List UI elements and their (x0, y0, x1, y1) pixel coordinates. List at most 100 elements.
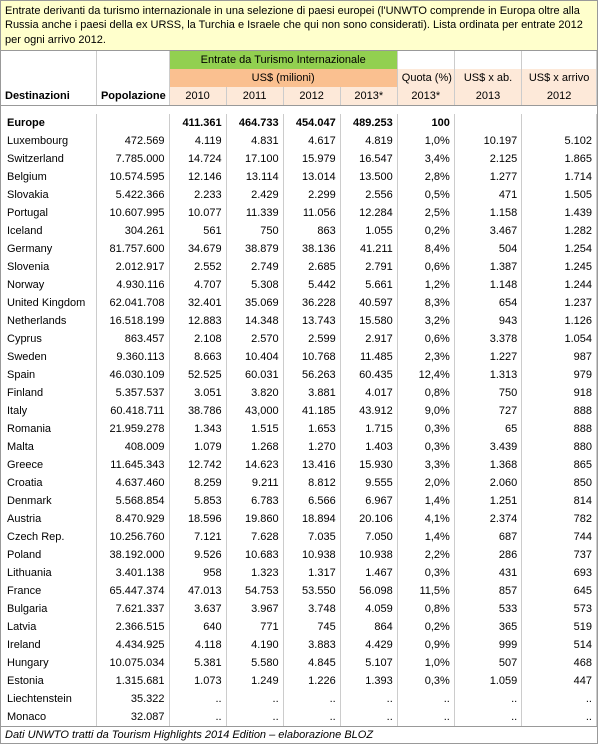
cell: Bulgaria (1, 600, 96, 618)
cell: 2.366.515 (96, 618, 169, 636)
cell: 0,2% (397, 618, 454, 636)
cell: 3,4% (397, 150, 454, 168)
cell: 408.009 (96, 438, 169, 456)
cell: 2,0% (397, 474, 454, 492)
cell: Spain (1, 366, 96, 384)
cell: 0,8% (397, 384, 454, 402)
cell: 4.429 (340, 636, 397, 654)
cell: 10.768 (283, 348, 340, 366)
cell: Poland (1, 546, 96, 564)
cell: 1.254 (522, 240, 597, 258)
cell: France (1, 582, 96, 600)
cell: 11.645.343 (96, 456, 169, 474)
cell: 4.059 (340, 600, 397, 618)
cell: 1.245 (522, 258, 597, 276)
cell: 9.211 (226, 474, 283, 492)
cell: 32.087 (96, 708, 169, 726)
cell: 737 (522, 546, 597, 564)
cell: 1,0% (397, 654, 454, 672)
cell: 687 (454, 528, 521, 546)
cell: 1.282 (522, 222, 597, 240)
cell: 13.416 (283, 456, 340, 474)
cell: 8.663 (169, 348, 226, 366)
cell: 5.580 (226, 654, 283, 672)
cell: 0,3% (397, 420, 454, 438)
cell: Luxembourg (1, 132, 96, 150)
cell: 7.628 (226, 528, 283, 546)
table-row: Spain46.030.10952.52560.03156.26360.4351… (1, 366, 597, 384)
cell: 472.569 (96, 132, 169, 150)
cell: 2.556 (340, 186, 397, 204)
cell: Croatia (1, 474, 96, 492)
cell: 10.938 (283, 546, 340, 564)
cell: Lithuania (1, 564, 96, 582)
cell: 1.054 (522, 330, 597, 348)
cell: 5.853 (169, 492, 226, 510)
header-pop: Popolazione (96, 87, 169, 106)
cell: 3.967 (226, 600, 283, 618)
cell: 1.073 (169, 672, 226, 690)
cell: 38.136 (283, 240, 340, 258)
cell: 11.485 (340, 348, 397, 366)
cell: Germany (1, 240, 96, 258)
cell: 750 (454, 384, 521, 402)
cell: Norway (1, 276, 96, 294)
cell: Sweden (1, 348, 96, 366)
cell: 4.190 (226, 636, 283, 654)
cell: 1.126 (522, 312, 597, 330)
cell: 18.596 (169, 510, 226, 528)
cell: 21.959.278 (96, 420, 169, 438)
cell: 645 (522, 582, 597, 600)
cell: Italy (1, 402, 96, 420)
cell: .. (397, 708, 454, 726)
cell: 863.457 (96, 330, 169, 348)
cell: 1.387 (454, 258, 521, 276)
cell: Liechtenstein (1, 690, 96, 708)
cell: .. (397, 690, 454, 708)
table-row: Estonia1.315.6811.0731.2491.2261.3930,3%… (1, 672, 597, 690)
cell: 880 (522, 438, 597, 456)
cell: Europe (1, 114, 96, 132)
cell: 3.051 (169, 384, 226, 402)
cell: 13.500 (340, 168, 397, 186)
cell: .. (454, 708, 521, 726)
cell: 60.435 (340, 366, 397, 384)
cell: 447 (522, 672, 597, 690)
cell: 1.865 (522, 150, 597, 168)
table-row: Norway4.930.1164.7075.3085.4425.6611,2%1… (1, 276, 597, 294)
cell: 8.259 (169, 474, 226, 492)
table-row: Germany81.757.60034.67938.87938.13641.21… (1, 240, 597, 258)
cell: 3.883 (283, 636, 340, 654)
cell: Cyprus (1, 330, 96, 348)
header-dest: Destinazioni (1, 87, 96, 106)
cell: 5.357.537 (96, 384, 169, 402)
cell: 17.100 (226, 150, 283, 168)
table-row: Slovakia5.422.3662.2332.4292.2992.5560,5… (1, 186, 597, 204)
cell: 1.323 (226, 564, 283, 582)
cell: 12.146 (169, 168, 226, 186)
table-row: Slovenia2.012.9172.5522.7492.6852.7910,6… (1, 258, 597, 276)
cell: 1.251 (454, 492, 521, 510)
cell: 454.047 (283, 114, 340, 132)
table-row: Denmark5.568.8545.8536.7836.5666.9671,4%… (1, 492, 597, 510)
cell: 38.786 (169, 402, 226, 420)
cell: 979 (522, 366, 597, 384)
cell: 411.361 (169, 114, 226, 132)
cell: 464.733 (226, 114, 283, 132)
cell: 13.114 (226, 168, 283, 186)
cell: 0,3% (397, 438, 454, 456)
table-row: Hungary10.075.0345.3815.5804.8455.1071,0… (1, 654, 597, 672)
cell: 19.860 (226, 510, 283, 528)
cell: Czech Rep. (1, 528, 96, 546)
cell: Monaco (1, 708, 96, 726)
cell: 10.574.595 (96, 168, 169, 186)
cell: 4,1% (397, 510, 454, 528)
cell: 654 (454, 294, 521, 312)
cell: 1.403 (340, 438, 397, 456)
cell: 38.192.000 (96, 546, 169, 564)
cell: 0,8% (397, 600, 454, 618)
cell: 1.715 (340, 420, 397, 438)
cell: 10.683 (226, 546, 283, 564)
cell: 1.244 (522, 276, 597, 294)
cell: 11.339 (226, 204, 283, 222)
